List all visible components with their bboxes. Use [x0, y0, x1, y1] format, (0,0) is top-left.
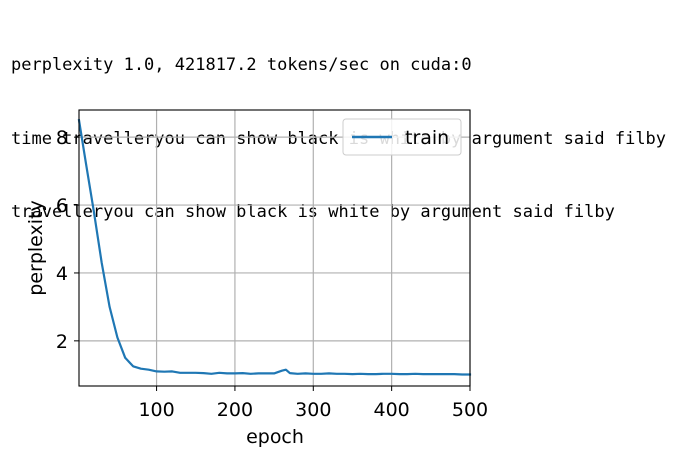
x-tick-label: 400 — [374, 399, 410, 421]
legend-label-train: train — [405, 127, 449, 149]
x-tick-label: 200 — [217, 399, 253, 421]
output-line-prediction-2: travelleryou can show black is white by … — [11, 202, 615, 222]
x-axis-label: epoch — [246, 426, 304, 448]
series-line-train — [77, 118, 472, 376]
y-axis-label: perplexity — [25, 200, 47, 295]
output-line-perplexity: perplexity 1.0, 421817.2 tokens/sec on c… — [11, 55, 472, 75]
y-tick-label: 4 — [56, 263, 68, 285]
plot-frame — [78, 109, 471, 387]
x-tick-label: 500 — [452, 399, 488, 421]
series-layer — [77, 118, 472, 376]
x-tick-label: 100 — [138, 399, 174, 421]
legend: train — [342, 118, 462, 156]
x-tick-label: 300 — [295, 399, 331, 421]
y-tick-label: 8 — [56, 127, 68, 149]
axes-layer — [78, 109, 471, 387]
y-tick-label: 6 — [56, 195, 68, 217]
y-tick-label: 2 — [56, 331, 68, 353]
legend-box — [342, 118, 462, 156]
ticks-layer: 100 200 300 400 500 2 4 6 8 — [56, 127, 488, 421]
